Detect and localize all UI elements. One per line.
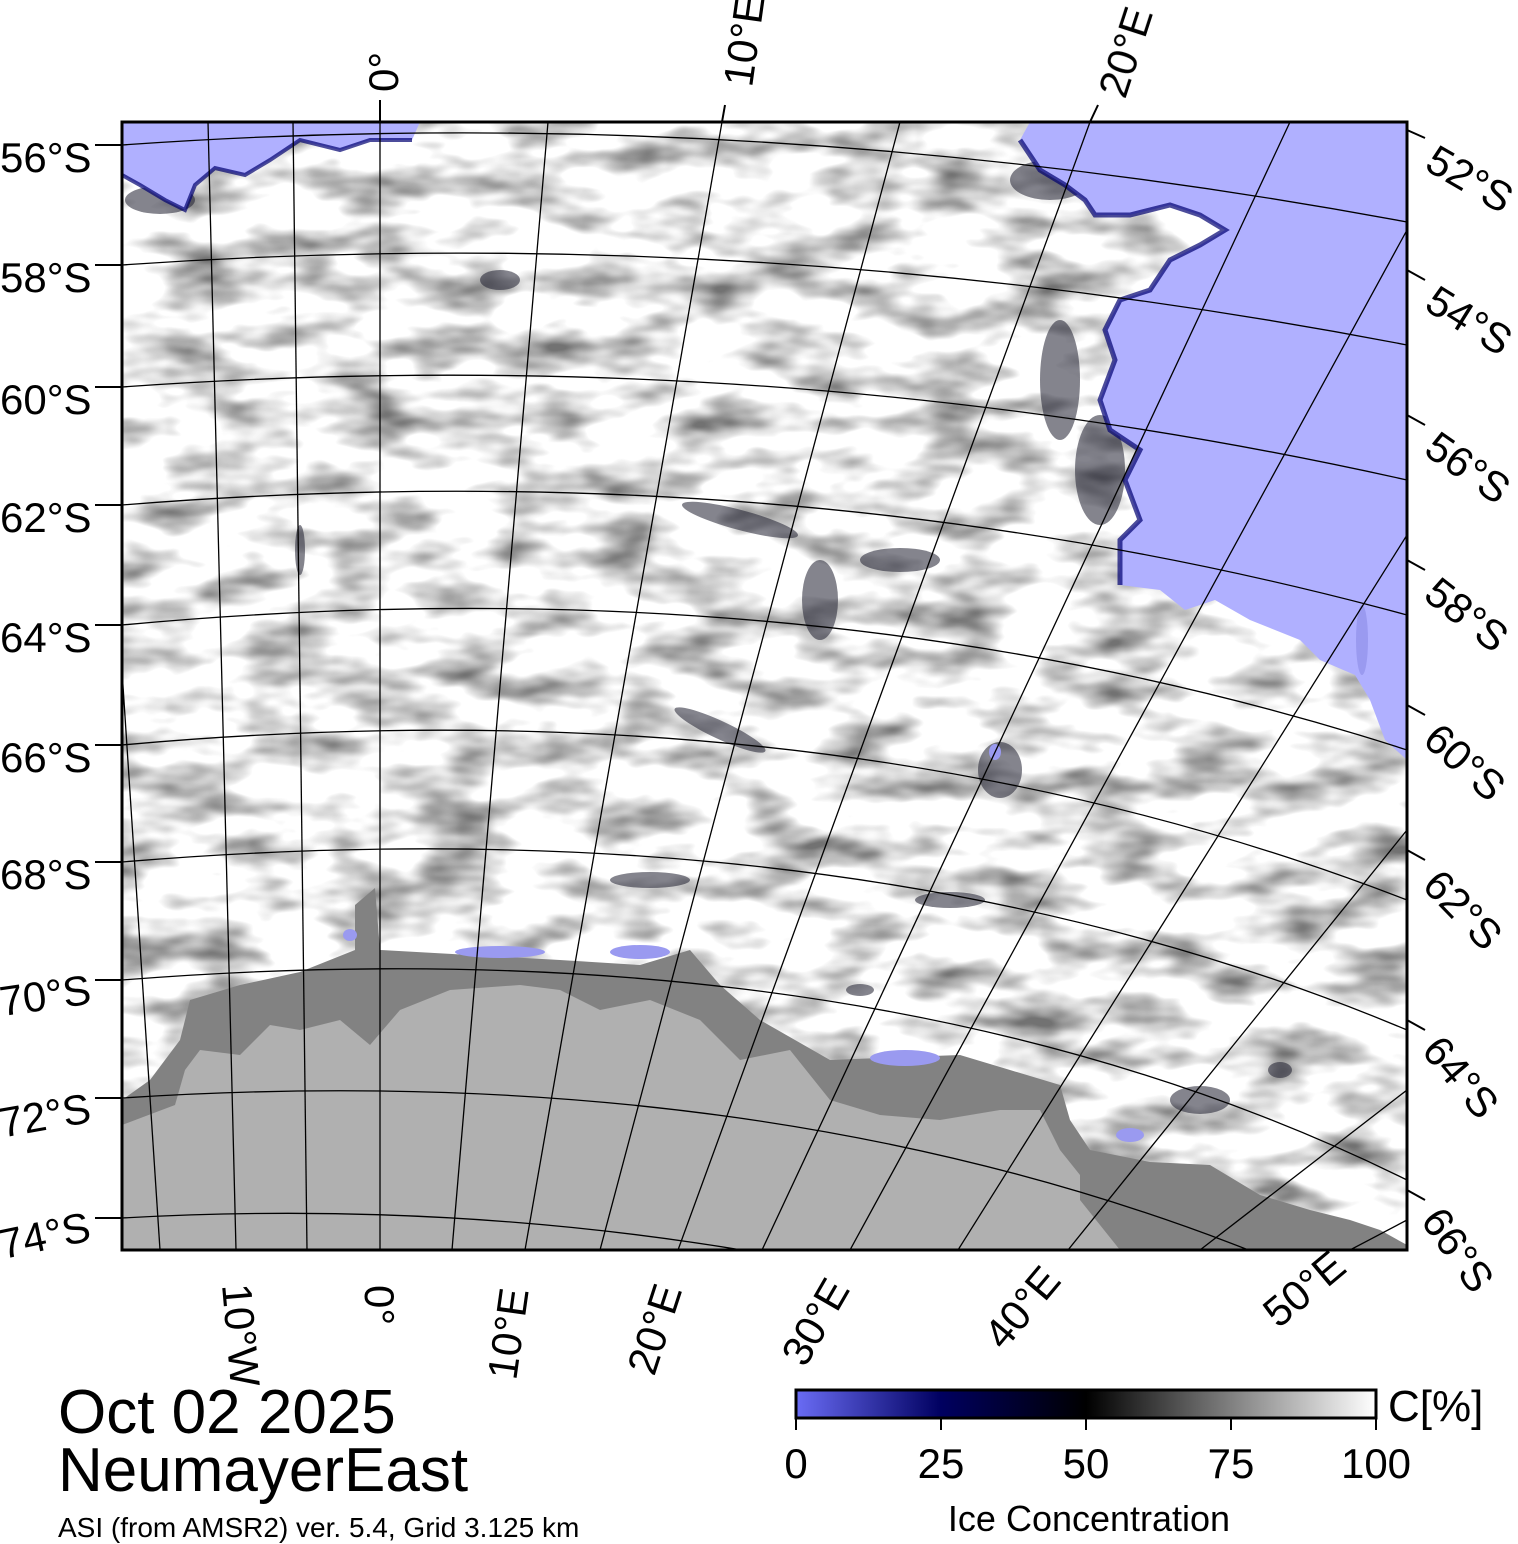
lat-label-right: 54°S: [1418, 276, 1518, 364]
lat-label-right: 56°S: [1417, 422, 1518, 513]
lon-label-bottom: 20°E: [618, 1278, 691, 1380]
lat-label-left: 62°S: [0, 494, 92, 541]
lon-label-bottom: 50°E: [1254, 1241, 1354, 1336]
lon-label-bottom: 10°E: [478, 1285, 537, 1382]
left-latitude-labels: 56°S 58°S 60°S 62°S 64°S 66°S 68°S 70°S …: [0, 134, 94, 1268]
right-latitude-labels: 52°S 54°S 56°S 58°S 60°S 62°S 64°S 66°S: [1412, 136, 1518, 1301]
colorbar-ticks: [795, 1418, 1377, 1430]
top-longitude-labels: 0° 10°E 20°E: [360, 0, 1162, 103]
data-source: ASI (from AMSR2) ver. 5.4, Grid 3.125 km: [58, 1512, 580, 1543]
lat-label-right: 64°S: [1413, 1027, 1508, 1127]
lat-label-right: 62°S: [1414, 861, 1511, 959]
lon-label-bottom: 40°E: [975, 1257, 1070, 1357]
lat-label-left: 68°S: [0, 851, 92, 898]
colorbar-tick-label: 25: [917, 1440, 965, 1487]
lat-label-left: 58°S: [0, 254, 92, 301]
lat-label-left: 72°S: [0, 1084, 94, 1146]
colorbar-tick-label: 75: [1207, 1440, 1255, 1487]
map-date: Oct 02 2025: [58, 1378, 396, 1447]
lat-label-right: 52°S: [1419, 136, 1518, 222]
lon-label-top: 0°: [360, 52, 407, 92]
lat-label-right: 66°S: [1412, 1199, 1503, 1301]
colorbar-tick-label: 100: [1340, 1440, 1412, 1487]
lat-label-left: 74°S: [0, 1203, 94, 1268]
colorbar: [794, 1388, 1378, 1420]
open-water-northwest: [122, 122, 420, 210]
lat-label-left: 70°S: [0, 966, 94, 1025]
lat-label-left: 66°S: [0, 734, 92, 781]
map-frame: [120, 120, 1409, 1252]
lon-label-bottom: 10°W: [213, 1282, 269, 1389]
lat-label-left: 60°S: [0, 376, 92, 423]
lat-label-left: 64°S: [0, 614, 92, 661]
water-edge-east: [1017, 138, 1230, 585]
graticule: [122, 122, 1407, 1250]
colorbar-tick-label: 0: [784, 1440, 808, 1487]
lat-label-right: 60°S: [1415, 714, 1514, 810]
bottom-longitude-labels: 10°W 0° 10°E 20°E 30°E 40°E 50°E: [213, 1241, 1354, 1389]
colorbar-unit: C[%]: [1388, 1382, 1484, 1431]
frame-ticks: [95, 100, 1426, 1219]
antarctic-continent: [122, 985, 1120, 1250]
lat-label-left: 56°S: [0, 134, 92, 181]
lon-label-bottom: 0°: [356, 1285, 403, 1325]
lon-label-top: 10°E: [714, 0, 773, 89]
colorbar-label: Ice Concentration: [947, 1498, 1231, 1539]
lon-label-bottom: 30°E: [772, 1270, 858, 1373]
region-name: NeumayerEast: [58, 1436, 469, 1505]
water-edge-northwest: [122, 137, 412, 213]
lon-label-top: 20°E: [1089, 1, 1162, 103]
colorbar-tick-label: 50: [1062, 1440, 1110, 1487]
lat-label-right: 58°S: [1416, 568, 1517, 661]
